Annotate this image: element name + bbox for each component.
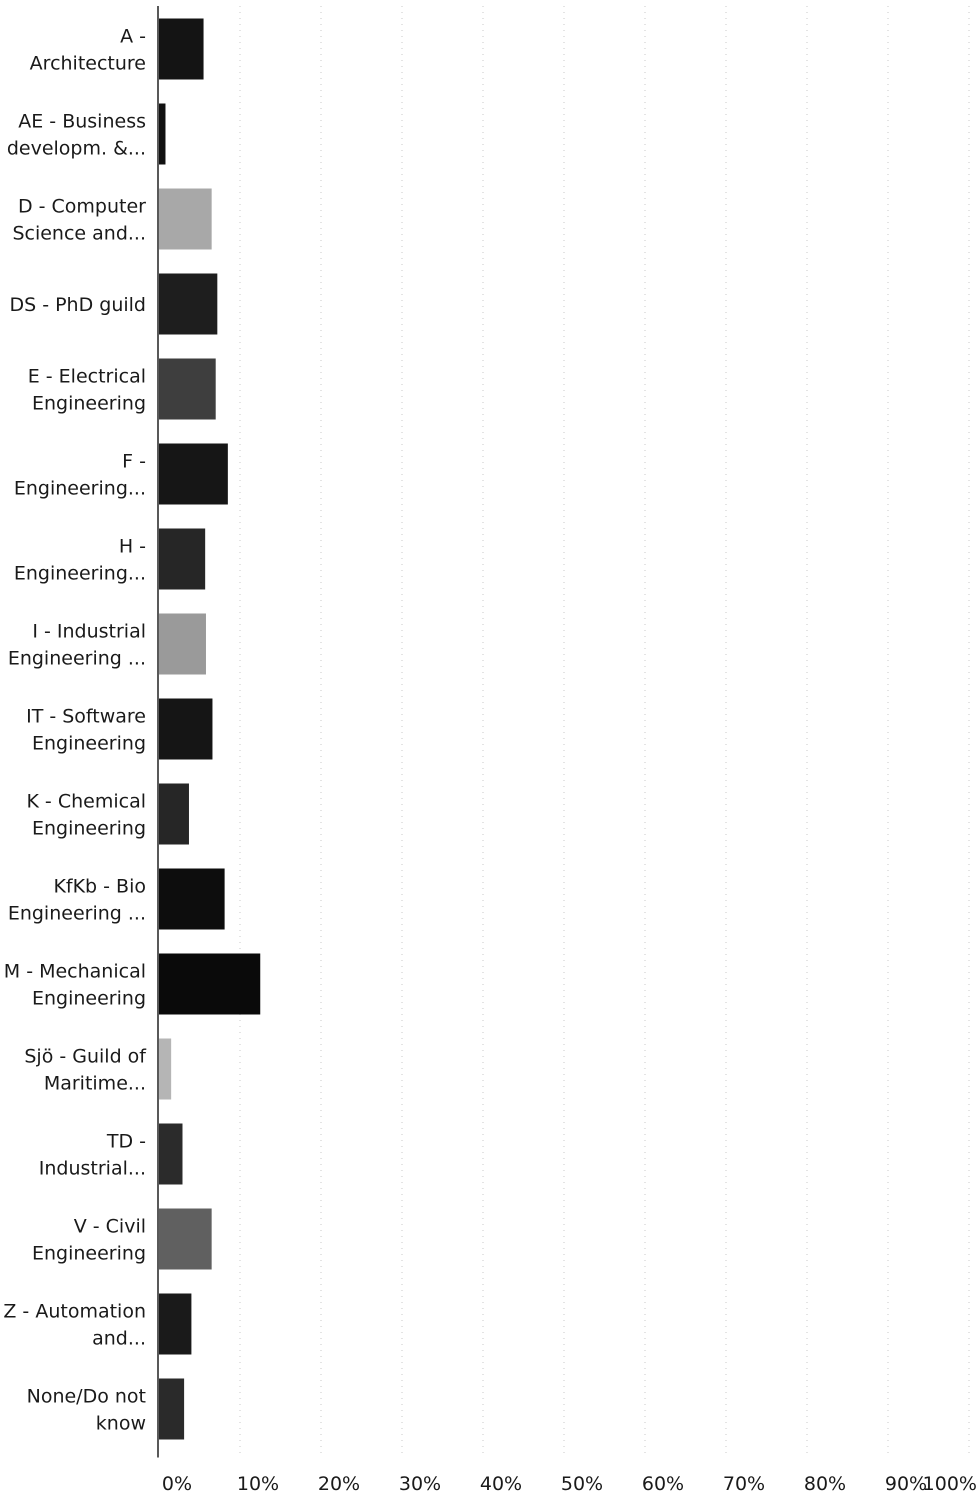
x-tick-label-80: 80%: [804, 1473, 846, 1495]
bar-10: [159, 868, 225, 930]
bar-12: [159, 1038, 172, 1100]
x-tick-label-100: 100%: [923, 1473, 977, 1495]
bar-4: [159, 358, 216, 420]
category-label-12-line-0: Sjö - Guild of: [24, 1046, 147, 1068]
bar-13: [159, 1123, 183, 1185]
category-label-9-line-0: K - Chemical: [26, 791, 146, 813]
category-label-1-line-1: developm. &...: [7, 138, 146, 160]
bar-15: [159, 1293, 192, 1355]
x-tick-label-50: 50%: [561, 1473, 603, 1495]
category-label-14-line-0: V - Civil: [74, 1216, 146, 1238]
category-label-11-line-0: M - Mechanical: [4, 961, 146, 983]
x-tick-label-90: 90%: [885, 1473, 927, 1495]
category-label-16-line-1: know: [96, 1413, 146, 1435]
x-tick-label-40: 40%: [480, 1473, 522, 1495]
bar-5: [159, 443, 228, 505]
category-label-2-line-1: Science and...: [12, 223, 146, 245]
category-label-0-line-1: Architecture: [30, 53, 146, 75]
category-label-2-line-0: D - Computer: [18, 196, 146, 218]
category-label-14-line-1: Engineering: [32, 1243, 146, 1265]
category-label-1-line-0: AE - Business: [18, 111, 146, 133]
bar-2: [159, 188, 212, 250]
category-label-12-line-1: Maritime...: [44, 1073, 146, 1095]
bar-14: [159, 1208, 212, 1270]
category-label-6-line-1: Engineering...: [14, 563, 146, 585]
category-label-5-line-1: Engineering...: [14, 478, 146, 500]
x-tick-label-60: 60%: [642, 1473, 684, 1495]
bar-7: [159, 613, 206, 675]
category-label-9-line-1: Engineering: [32, 818, 146, 840]
category-label-6-line-0: H -: [119, 536, 146, 558]
bars: [159, 18, 261, 1440]
x-tick-label-30: 30%: [399, 1473, 441, 1495]
x-tick-label-0: 0%: [162, 1473, 192, 1495]
bar-11: [159, 953, 261, 1015]
category-label-7-line-1: Engineering ...: [8, 648, 146, 670]
x-tick-label-70: 70%: [723, 1473, 765, 1495]
category-label-8-line-0: IT - Software: [26, 706, 146, 728]
bar-8: [159, 698, 213, 760]
category-label-16-line-0: None/Do not: [27, 1386, 146, 1408]
category-label-4-line-0: E - Electrical: [28, 366, 146, 388]
category-label-7-line-0: I - Industrial: [32, 621, 146, 643]
category-label-3-line-0: DS - PhD guild: [9, 294, 146, 316]
category-label-13-line-1: Industrial...: [39, 1158, 146, 1180]
category-label-15-line-0: Z - Automation: [3, 1301, 146, 1323]
bar-6: [159, 528, 206, 590]
category-label-10-line-1: Engineering ...: [8, 903, 146, 925]
category-label-11-line-1: Engineering: [32, 988, 146, 1010]
category-label-0-line-0: A -: [120, 26, 146, 48]
bar-9: [159, 783, 189, 845]
bar-16: [159, 1378, 185, 1440]
category-label-10-line-0: KfKb - Bio: [53, 876, 146, 898]
category-label-4-line-1: Engineering: [32, 393, 146, 415]
x-tick-label-20: 20%: [318, 1473, 360, 1495]
bar-3: [159, 273, 218, 335]
category-label-13-line-0: TD -: [106, 1131, 146, 1153]
x-tick-label-10: 10%: [237, 1473, 279, 1495]
gridlines: [239, 6, 970, 1458]
category-label-5-line-0: F -: [122, 451, 146, 473]
category-labels: A - Architecture AE - Business developm. &.…: [3, 26, 147, 1435]
bar-1: [159, 103, 166, 165]
bar-0: [159, 18, 204, 80]
category-label-15-line-1: and...: [92, 1328, 146, 1350]
category-label-8-line-1: Engineering: [32, 733, 146, 755]
x-tick-labels: 0% 10% 20% 30% 40% 50% 60% 70% 80% 90%100%: [162, 1473, 977, 1495]
